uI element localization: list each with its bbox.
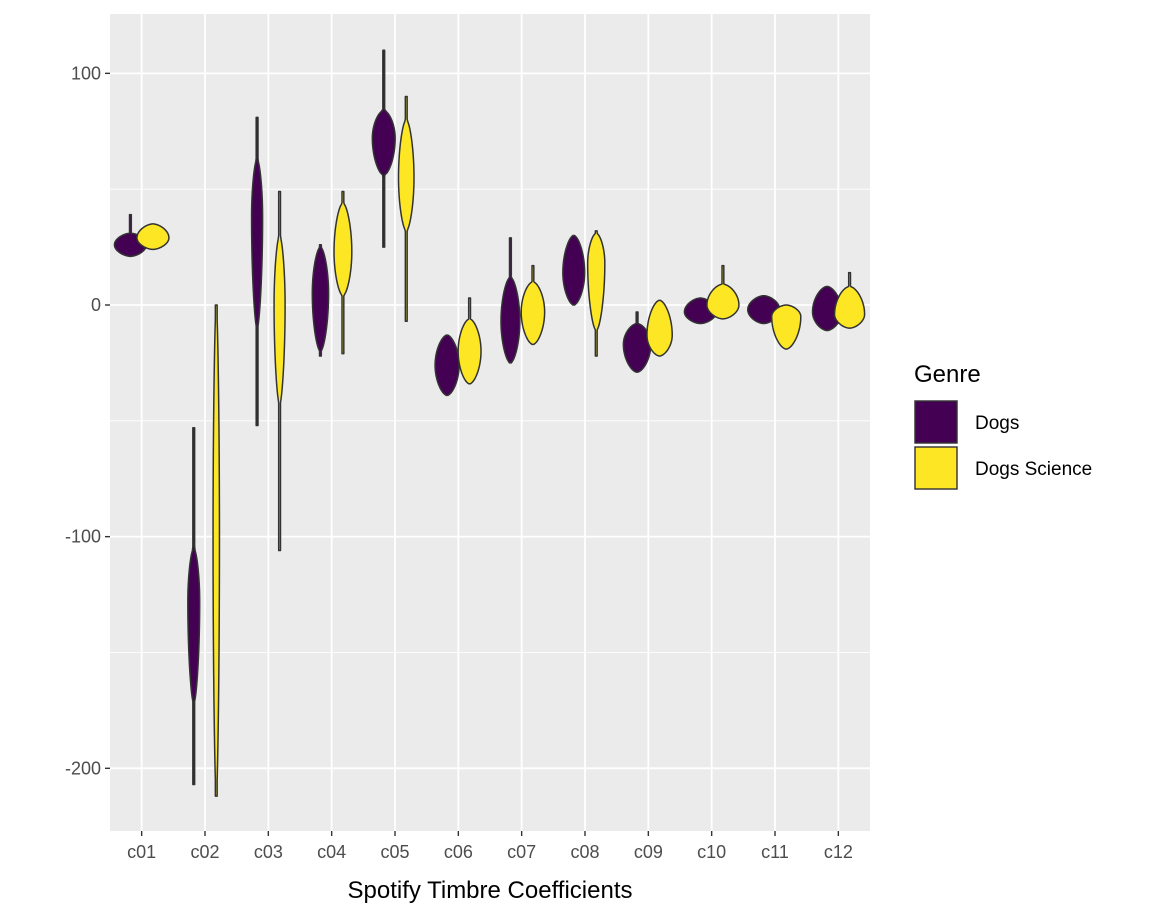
violin-c02-dogs	[187, 427, 201, 786]
legend-items: Dogs Dogs Science	[914, 400, 1092, 490]
legend-label-dogs-science: Dogs Science	[975, 459, 1092, 480]
violin-c12-dogs-science	[833, 271, 866, 329]
violin-c03-dogs-science	[273, 190, 286, 552]
violin-c06-dogs-science	[457, 297, 482, 385]
violin-c02-dogs-science	[212, 304, 221, 797]
x-tick-label: c11	[761, 842, 789, 862]
x-tick-label: c12	[824, 842, 853, 862]
violin-c11-dogs-science	[770, 304, 802, 350]
violin-c06-dogs	[434, 334, 460, 397]
x-tick-label: c01	[127, 842, 156, 862]
x-tick-label: c03	[254, 842, 283, 862]
legend-swatch-dogs	[914, 400, 958, 444]
y-axis: 100 0 -100 -200	[65, 63, 110, 778]
violins	[113, 49, 866, 797]
violin-c09-dogs-science	[646, 299, 673, 357]
x-tick-label: c04	[317, 842, 346, 862]
violin-c07-dogs	[500, 237, 521, 364]
violin-c08-dogs	[562, 234, 586, 306]
violin-c03-dogs	[250, 116, 264, 427]
violin-c05-dogs-science	[397, 95, 415, 322]
x-tick-label: c10	[697, 842, 726, 862]
plot-panel	[110, 14, 870, 831]
y-tick-label: -100	[65, 527, 101, 547]
violin-c07-dogs-science	[520, 264, 546, 346]
legend-swatch-dogs-science	[914, 446, 958, 490]
violin-c09-dogs	[622, 311, 652, 373]
violin-c08-dogs-science	[586, 230, 606, 357]
x-tick-label: c05	[380, 842, 409, 862]
violin-c01-dogs-science	[136, 223, 170, 251]
violin-c05-dogs	[371, 49, 396, 248]
legend: Genre Dogs Dogs Science	[914, 361, 1092, 490]
violin-c04-dogs-science	[333, 190, 353, 355]
y-tick-label: 100	[71, 63, 101, 83]
violin-c10-dogs-science	[706, 264, 740, 320]
x-axis: c01 c02 c03 c04 c05 c06 c07 c08 c09 c10 c11 c12	[127, 831, 853, 862]
x-axis-title: Spotify Timbre Coefficients	[347, 877, 632, 904]
violin-c04-dogs	[311, 244, 330, 357]
y-tick-label: 0	[91, 295, 101, 315]
x-tick-label: c02	[190, 842, 219, 862]
legend-title: Genre	[914, 361, 981, 388]
legend-label-dogs: Dogs	[975, 413, 1019, 434]
x-tick-label: c06	[444, 842, 473, 862]
x-tick-label: c08	[570, 842, 599, 862]
y-tick-label: -200	[65, 758, 101, 778]
x-tick-label: c07	[507, 842, 536, 862]
x-tick-label: c09	[634, 842, 663, 862]
minor-gridlines	[110, 188, 870, 653]
